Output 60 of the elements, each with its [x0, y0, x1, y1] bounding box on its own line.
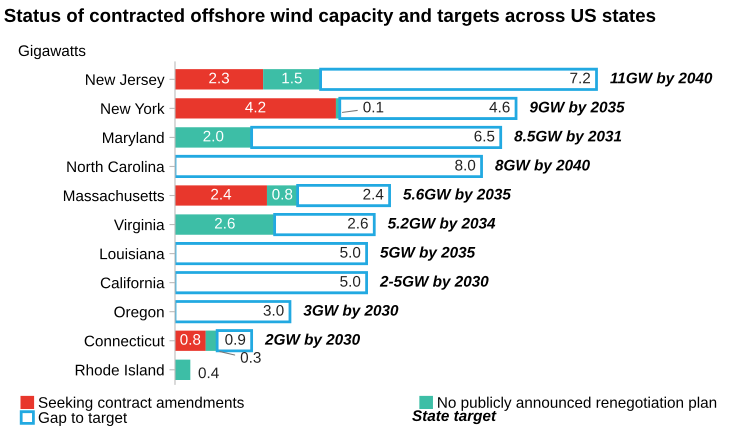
y-tick-label: Oregon — [114, 306, 164, 320]
annotation: 2-5GW by 2030 — [380, 276, 489, 290]
y-tick-label: Connecticut — [84, 335, 164, 346]
data-label: 0.3 — [240, 352, 261, 363]
bar — [175, 242, 368, 266]
data-label: 2.4 — [211, 188, 232, 200]
data-label: 0.9 — [225, 334, 246, 345]
data-label: 2.6 — [348, 218, 368, 229]
bar — [175, 271, 368, 294]
data-label: 0.8 — [272, 188, 292, 200]
data-label: 7.2 — [570, 72, 590, 84]
data-label: 5.0 — [340, 276, 360, 287]
bar — [206, 330, 218, 351]
y-axis-title: Gigawatts — [18, 44, 86, 60]
annotation: 9GW by 2035 — [530, 101, 625, 116]
data-label: 2.3 — [209, 72, 230, 84]
data-label: 0.1 — [363, 102, 384, 112]
bar — [175, 154, 483, 178]
bar — [175, 69, 264, 90]
bar — [175, 127, 252, 148]
y-tick-label: California — [100, 277, 165, 288]
data-label: 6.5 — [474, 130, 494, 142]
data-label: 3.0 — [264, 304, 284, 316]
annotation: 5.2GW by 2034 — [388, 217, 496, 232]
data-label: 4.6 — [489, 102, 510, 112]
data-label: 2.0 — [203, 130, 224, 142]
bar — [175, 214, 275, 235]
data-label: 1.5 — [282, 72, 302, 84]
annotation: 5GW by 2035 — [380, 246, 476, 261]
data-label: 5.0 — [340, 246, 360, 258]
y-tick-label: Virginia — [114, 219, 165, 234]
annotation: 3GW by 2030 — [303, 304, 398, 319]
bar — [175, 185, 267, 206]
legend-label: Seeking contract amendments — [38, 396, 244, 411]
annotation: 8GW by 2040 — [495, 159, 590, 174]
annotation: 8.5GW by 2031 — [514, 130, 622, 145]
text: 11GW by 2040 — [610, 72, 712, 86]
legend-label: No publicly announced renegotiation plan — [438, 396, 716, 411]
annotation: 2GW by 2030 — [264, 334, 360, 348]
chart-title: Status of contracted offshore wind capacity and targets across US states — [4, 8, 656, 26]
data-label: 8.0 — [455, 160, 476, 171]
y-tick-label: North Carolina — [67, 160, 165, 172]
y-tick-label: New York — [101, 102, 165, 114]
annotation: 5.6GW by 2035 — [403, 188, 512, 203]
bar — [263, 69, 321, 90]
text: State target — [412, 410, 497, 424]
y-tick-label: Louisiana — [100, 248, 165, 260]
y-tick-label: Massachusetts — [64, 190, 164, 202]
legend-label: Gap to target — [38, 412, 128, 426]
data-label: 0.8 — [180, 334, 200, 345]
y-tick-label: New Jersey — [86, 74, 165, 88]
data-label: 4.2 — [245, 102, 266, 112]
bar — [175, 98, 336, 119]
data-label: 2.4 — [363, 188, 384, 200]
y-tick-label: Rhode Island — [76, 364, 164, 376]
bar — [175, 360, 190, 380]
data-label: 2.6 — [214, 218, 235, 229]
bar — [175, 300, 292, 324]
data-label: 0.4 — [198, 367, 219, 378]
y-tick-label: Maryland — [103, 132, 164, 146]
